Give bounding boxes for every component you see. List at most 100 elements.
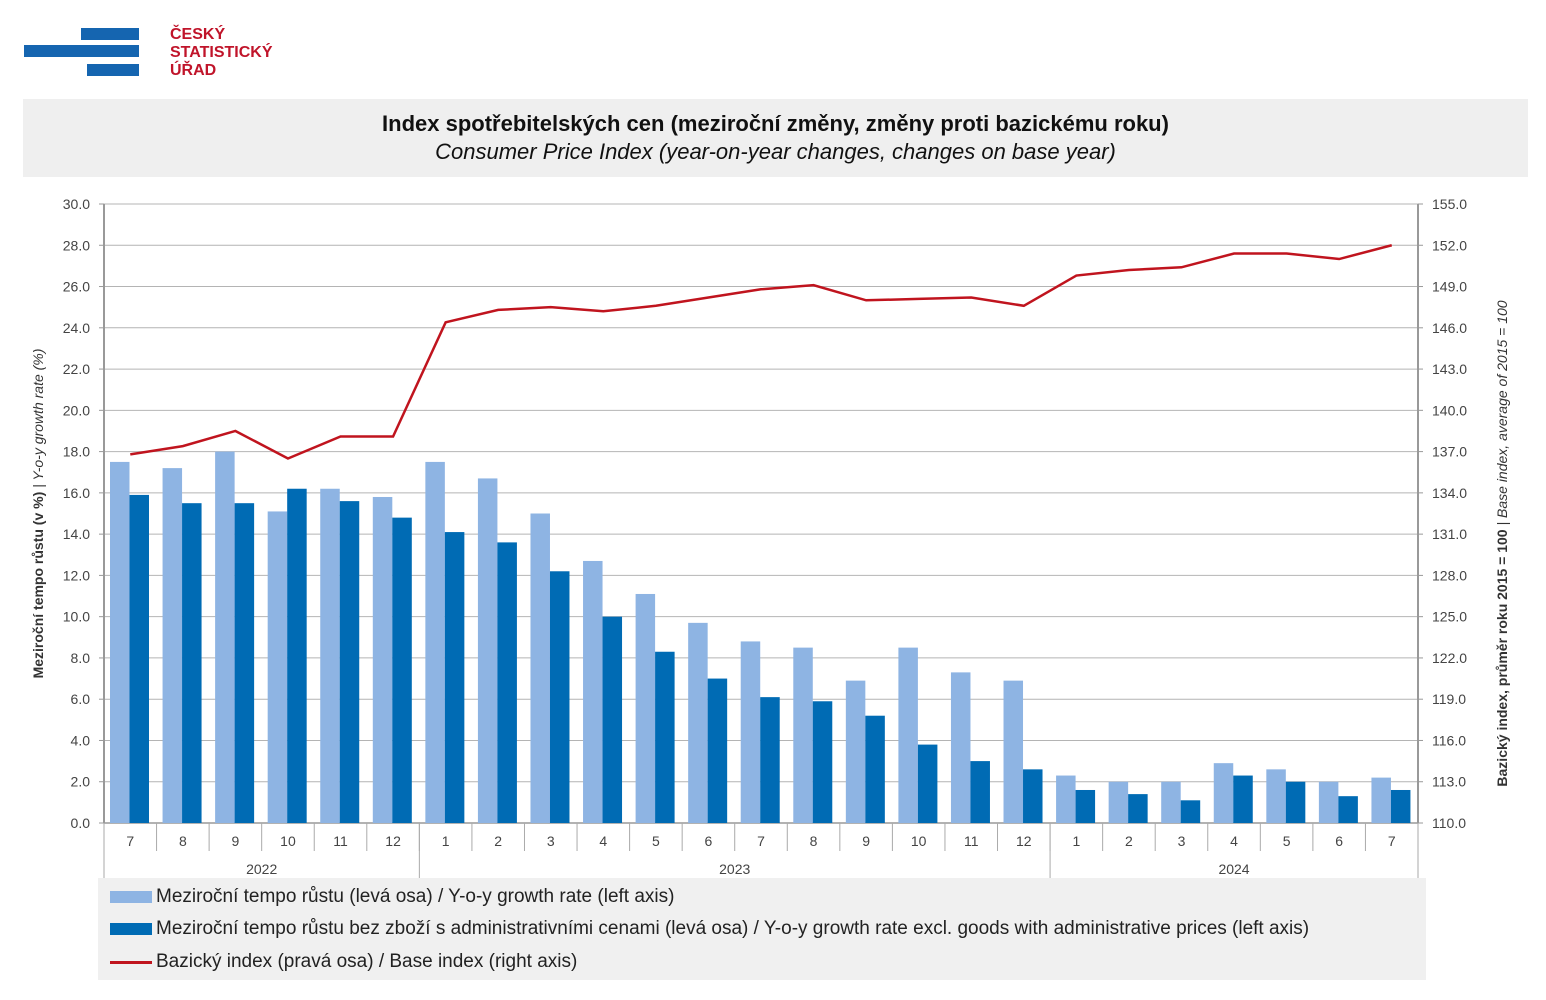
bar-yoy <box>1108 781 1129 823</box>
year-label: 2024 <box>1218 861 1249 877</box>
left-tick-label: 12.0 <box>63 567 90 583</box>
x-tick-label: 1 <box>1072 833 1080 849</box>
x-tick-label: 7 <box>757 833 765 849</box>
bar-yoy-excl-admin <box>917 744 938 823</box>
x-tick-label: 3 <box>1178 833 1186 849</box>
x-tick-label: 6 <box>705 833 713 849</box>
right-tick-label: 119.0 <box>1432 691 1466 707</box>
x-tick-label: 2 <box>494 833 502 849</box>
right-tick-label: 131.0 <box>1432 526 1467 542</box>
right-tick-label: 113.0 <box>1432 774 1466 790</box>
legend-swatch <box>110 891 152 903</box>
legend-swatch <box>110 960 152 964</box>
right-tick-label: 152.0 <box>1432 237 1467 253</box>
bar-yoy <box>1056 775 1076 823</box>
x-tick-label: 11 <box>333 833 348 849</box>
x-tick-label: 2 <box>1125 833 1133 849</box>
bar-yoy-excl-admin <box>182 503 202 823</box>
year-label: 2022 <box>246 861 277 877</box>
x-tick-label: 7 <box>126 833 134 849</box>
x-tick-label: 12 <box>1016 833 1032 849</box>
x-tick-label: 8 <box>179 833 187 849</box>
x-tick-label: 4 <box>1230 833 1238 849</box>
bar-yoy <box>162 468 183 823</box>
bar-yoy <box>530 513 550 823</box>
x-tick-label: 10 <box>280 833 296 849</box>
right-tick-label: 116.0 <box>1432 732 1466 748</box>
right-tick-label: 146.0 <box>1432 320 1467 336</box>
right-tick-label: 140.0 <box>1432 402 1467 418</box>
bar-yoy <box>110 461 130 823</box>
bar-yoy-excl-admin <box>497 542 517 823</box>
x-tick-label: 4 <box>599 833 607 849</box>
x-tick-label: 6 <box>1335 833 1343 849</box>
bar-yoy-excl-admin <box>129 494 149 823</box>
bar-yoy-excl-admin <box>970 761 990 823</box>
bar-yoy <box>583 560 603 823</box>
legend-label: Meziroční tempo růstu bez zboží s admini… <box>156 918 1310 939</box>
legend-swatch <box>110 923 152 935</box>
bar-yoy-excl-admin <box>1180 800 1201 823</box>
bar-yoy <box>477 478 498 823</box>
bar-yoy-excl-admin <box>339 501 360 823</box>
bar-yoy <box>740 641 761 823</box>
right-tick-label: 149.0 <box>1432 279 1467 295</box>
bar-yoy <box>1318 781 1339 823</box>
logo-line: ÚŘAD <box>170 62 217 79</box>
left-tick-label: 4.0 <box>71 732 91 748</box>
left-tick-label: 14.0 <box>63 526 90 542</box>
chart-title: Index spotřebitelských cen (meziroční zm… <box>382 111 1169 136</box>
left-tick-label: 6.0 <box>71 691 91 707</box>
left-tick-label: 16.0 <box>63 485 90 501</box>
right-tick-label: 155.0 <box>1432 196 1467 212</box>
left-tick-label: 0.0 <box>71 815 91 831</box>
right-tick-label: 122.0 <box>1432 650 1467 666</box>
year-label: 2023 <box>719 861 750 877</box>
bar-yoy-excl-admin <box>707 678 728 823</box>
bar-yoy <box>320 488 340 823</box>
x-tick-label: 7 <box>1388 833 1396 849</box>
bar-yoy <box>688 622 708 823</box>
bar-yoy-excl-admin <box>1023 769 1043 823</box>
bar-yoy-excl-admin <box>1075 789 1096 823</box>
bar-yoy-excl-admin <box>655 651 675 823</box>
bar-yoy-excl-admin <box>392 517 412 823</box>
left-tick-label: 2.0 <box>71 774 91 790</box>
x-tick-label: 1 <box>442 833 450 849</box>
x-tick-label: 5 <box>652 833 660 849</box>
left-tick-label: 18.0 <box>63 444 90 460</box>
logo-line: STATISTICKÝ <box>170 44 273 61</box>
left-tick-label: 24.0 <box>63 320 90 336</box>
right-tick-label: 143.0 <box>1432 361 1467 377</box>
right-axis-title: Bazický index, průměr roku 2015 = 100 | … <box>1494 300 1510 786</box>
right-tick-label: 110.0 <box>1432 815 1466 831</box>
bar-yoy <box>215 451 235 823</box>
bar-yoy-excl-admin <box>865 715 885 823</box>
bar-yoy-excl-admin <box>549 571 570 823</box>
left-tick-label: 8.0 <box>71 650 91 666</box>
bar-yoy-excl-admin <box>287 488 307 823</box>
bar-yoy-excl-admin <box>1233 775 1253 823</box>
bar-yoy-excl-admin <box>1285 781 1306 823</box>
bar-yoy-excl-admin <box>602 616 623 823</box>
x-tick-label: 11 <box>964 833 979 849</box>
x-tick-label: 10 <box>911 833 927 849</box>
x-tick-label: 8 <box>810 833 818 849</box>
legend: Meziroční tempo růstu (levá osa) / Y-o-y… <box>98 878 1426 980</box>
left-tick-label: 28.0 <box>63 237 90 253</box>
left-tick-label: 22.0 <box>63 361 90 377</box>
chart-subtitle: Consumer Price Index (year-on-year chang… <box>435 139 1116 164</box>
bar-yoy <box>1371 777 1391 823</box>
title-banner: Index spotřebitelských cen (meziroční zm… <box>23 99 1528 177</box>
legend-item: Meziroční tempo růstu bez zboží s admini… <box>110 918 1309 940</box>
bar-yoy <box>425 461 445 823</box>
bar-yoy-excl-admin <box>1338 796 1358 823</box>
x-tick-label: 12 <box>385 833 401 849</box>
x-tick-label: 5 <box>1283 833 1291 849</box>
right-tick-label: 134.0 <box>1432 485 1467 501</box>
legend-item: Meziroční tempo růstu (levá osa) / Y-o-y… <box>110 886 674 908</box>
bar-yoy <box>845 680 866 823</box>
x-tick-label: 9 <box>232 833 240 849</box>
x-tick-label: 3 <box>547 833 555 849</box>
